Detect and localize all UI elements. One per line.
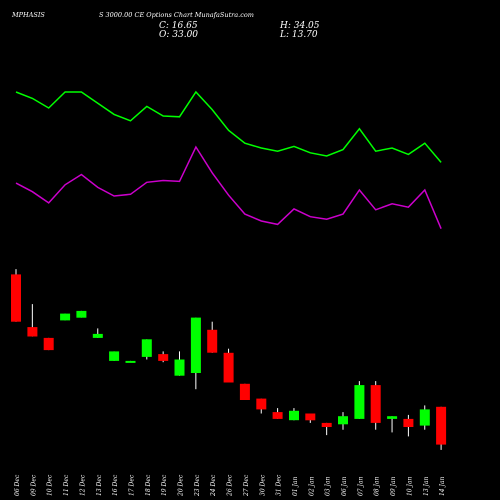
low-value: L: 13.70 (280, 30, 318, 40)
x-axis-label: 14 Jan (439, 476, 446, 496)
x-axis-label: 20 Dec (178, 474, 185, 497)
candle-body (60, 313, 71, 321)
candle-body (190, 317, 201, 373)
x-axis-label: 09 Jan (390, 476, 397, 496)
x-axis-label: 27 Dec (243, 474, 250, 497)
x-axis-label: 23 Dec (194, 474, 201, 497)
high-value: H: 34.05 (280, 21, 320, 31)
x-axis-label: 09 Dec (30, 474, 37, 496)
candle-body (272, 412, 283, 419)
x-axis-label: 06 Jan (341, 476, 348, 496)
candle-body (43, 337, 54, 351)
candle-body (321, 422, 332, 427)
magenta-line-series (15, 145, 442, 229)
x-axis-label: 07 Jan (357, 476, 364, 496)
candle-body (239, 383, 250, 400)
x-axis-label: 17 Dec (128, 474, 135, 496)
x-axis-label: 24 Dec (210, 474, 217, 497)
candle-body (158, 354, 169, 361)
candle-body (76, 310, 87, 318)
candle-body (338, 416, 348, 425)
close-value: C: 16.65 (159, 21, 198, 31)
x-axis-label: 13 Dec (96, 474, 103, 496)
candle-body (223, 352, 234, 383)
x-axis-label: 31 Dec (276, 474, 283, 496)
candle-body (370, 385, 381, 423)
candle-body (403, 418, 414, 427)
x-axis-label: 13 Jan (423, 476, 430, 496)
candle-body (354, 385, 365, 419)
candle-body (125, 360, 136, 363)
x-axis-label: 01 Jan (292, 476, 299, 496)
candle-body (436, 406, 447, 445)
candle-body (11, 274, 21, 322)
candle-body (27, 327, 38, 337)
candle-body (207, 329, 218, 353)
symbol-label: MPHASIS (12, 11, 45, 19)
candle-body (256, 398, 267, 410)
x-axis-label: 06 Dec (14, 474, 21, 496)
x-axis-label: 03 Jan (325, 476, 332, 496)
candle-body (141, 339, 152, 357)
green-line-series (15, 90, 442, 163)
x-axis-label: 26 Dec (227, 474, 234, 497)
candle-body (289, 410, 299, 421)
x-axis-label: 18 Dec (145, 474, 152, 496)
x-axis-label: 10 Jan (406, 476, 413, 496)
x-axis-label: 10 Dec (47, 474, 54, 496)
x-axis-label: 12 Dec (79, 474, 86, 496)
x-axis-label: 19 Dec (161, 474, 168, 496)
candle-body (387, 416, 398, 419)
open-value: O: 33.00 (159, 30, 199, 40)
chart-title: S 3000.00 CE Options Chart MunafaSutra.c… (99, 11, 254, 19)
x-axis-label: 02 Jan (308, 476, 315, 496)
x-axis-label: 30 Dec (259, 474, 266, 496)
x-axis-label: 16 Dec (112, 474, 119, 496)
candle-body (92, 333, 103, 338)
candle-body (174, 359, 185, 376)
x-axis-label: 11 Dec (63, 474, 70, 496)
x-axis-label: 08 Jan (374, 476, 381, 496)
candle-body (109, 351, 120, 361)
candle-body (419, 409, 430, 426)
candle-body (305, 413, 316, 421)
